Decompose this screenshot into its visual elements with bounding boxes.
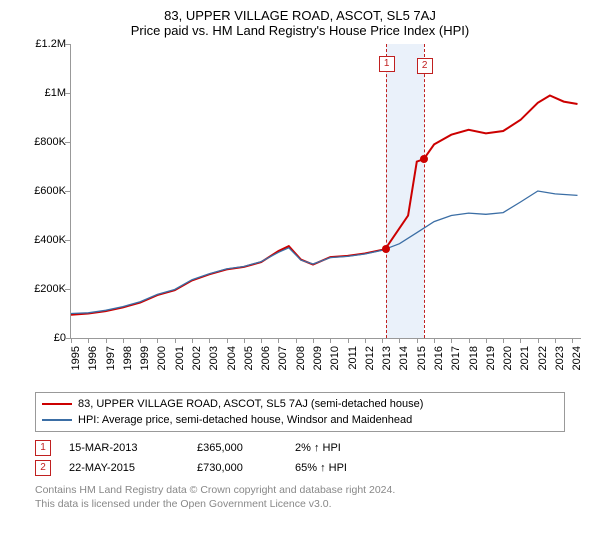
x-axis-label: 2023: [554, 346, 566, 370]
x-axis-label: 1998: [122, 346, 134, 370]
x-axis-label: 1995: [70, 346, 82, 370]
sales-row-2: 2 22-MAY-2015 £730,000 65% ↑ HPI: [35, 458, 565, 478]
footer: Contains HM Land Registry data © Crown c…: [35, 484, 565, 511]
x-axis-label: 1996: [87, 346, 99, 370]
chart-area: 1 2 £0£200K£400K£600K£800K£1M£1.2M199519…: [20, 44, 580, 384]
legend-item-2: HPI: Average price, semi-detached house,…: [42, 412, 558, 428]
sales-table: 1 15-MAR-2013 £365,000 2% ↑ HPI 2 22-MAY…: [35, 438, 565, 478]
x-axis-label: 2014: [398, 346, 410, 370]
y-axis-label: £1M: [16, 87, 66, 99]
sales-date-1: 15-MAR-2013: [69, 442, 179, 454]
x-axis-label: 2011: [347, 346, 359, 370]
x-axis-label: 2004: [226, 346, 238, 370]
chart-title: 83, UPPER VILLAGE ROAD, ASCOT, SL5 7AJ: [10, 8, 590, 23]
x-axis-label: 2015: [416, 346, 428, 370]
x-axis-label: 2021: [519, 346, 531, 370]
legend-swatch-2: [42, 419, 72, 421]
x-axis-label: 2007: [277, 346, 289, 370]
x-axis-label: 1997: [105, 346, 117, 370]
x-axis-label: 2020: [502, 346, 514, 370]
x-axis-label: 2002: [191, 346, 203, 370]
x-axis-label: 2024: [571, 346, 583, 370]
x-axis-label: 2008: [295, 346, 307, 370]
x-axis-label: 2019: [485, 346, 497, 370]
footer-line-2: This data is licensed under the Open Gov…: [35, 498, 565, 512]
sale-dot: [382, 245, 390, 253]
y-axis-label: £800K: [16, 136, 66, 148]
x-axis-label: 2018: [468, 346, 480, 370]
y-axis-label: £600K: [16, 185, 66, 197]
legend-label-2: HPI: Average price, semi-detached house,…: [78, 414, 412, 426]
x-axis-label: 1999: [139, 346, 151, 370]
x-axis-label: 2012: [364, 346, 376, 370]
legend-swatch-1: [42, 403, 72, 405]
sales-marker-1: 1: [35, 440, 51, 456]
y-axis-label: £0: [16, 332, 66, 344]
x-axis-label: 2001: [174, 346, 186, 370]
sales-hpi-1: 2% ↑ HPI: [295, 442, 415, 454]
x-axis-label: 2016: [433, 346, 445, 370]
y-axis-label: £1.2M: [16, 38, 66, 50]
y-axis-label: £400K: [16, 234, 66, 246]
sale-dot: [420, 155, 428, 163]
legend-label-1: 83, UPPER VILLAGE ROAD, ASCOT, SL5 7AJ (…: [78, 398, 423, 410]
x-axis-label: 2013: [381, 346, 393, 370]
x-axis-label: 2005: [243, 346, 255, 370]
y-axis-label: £200K: [16, 283, 66, 295]
plot-region: 1 2: [70, 44, 581, 339]
legend: 83, UPPER VILLAGE ROAD, ASCOT, SL5 7AJ (…: [35, 392, 565, 432]
sales-price-2: £730,000: [197, 462, 277, 474]
x-axis-label: 2009: [312, 346, 324, 370]
legend-item-1: 83, UPPER VILLAGE ROAD, ASCOT, SL5 7AJ (…: [42, 396, 558, 412]
footer-line-1: Contains HM Land Registry data © Crown c…: [35, 484, 565, 498]
lines-svg: [71, 44, 581, 338]
x-axis-label: 2000: [156, 346, 168, 370]
sales-row-1: 1 15-MAR-2013 £365,000 2% ↑ HPI: [35, 438, 565, 458]
sales-price-1: £365,000: [197, 442, 277, 454]
sales-marker-2: 2: [35, 460, 51, 476]
x-axis-label: 2017: [450, 346, 462, 370]
x-axis-label: 2010: [329, 346, 341, 370]
x-axis-label: 2003: [208, 346, 220, 370]
sales-date-2: 22-MAY-2015: [69, 462, 179, 474]
sales-hpi-2: 65% ↑ HPI: [295, 462, 415, 474]
chart-subtitle: Price paid vs. HM Land Registry's House …: [10, 23, 590, 38]
x-axis-label: 2006: [260, 346, 272, 370]
x-axis-label: 2022: [537, 346, 549, 370]
